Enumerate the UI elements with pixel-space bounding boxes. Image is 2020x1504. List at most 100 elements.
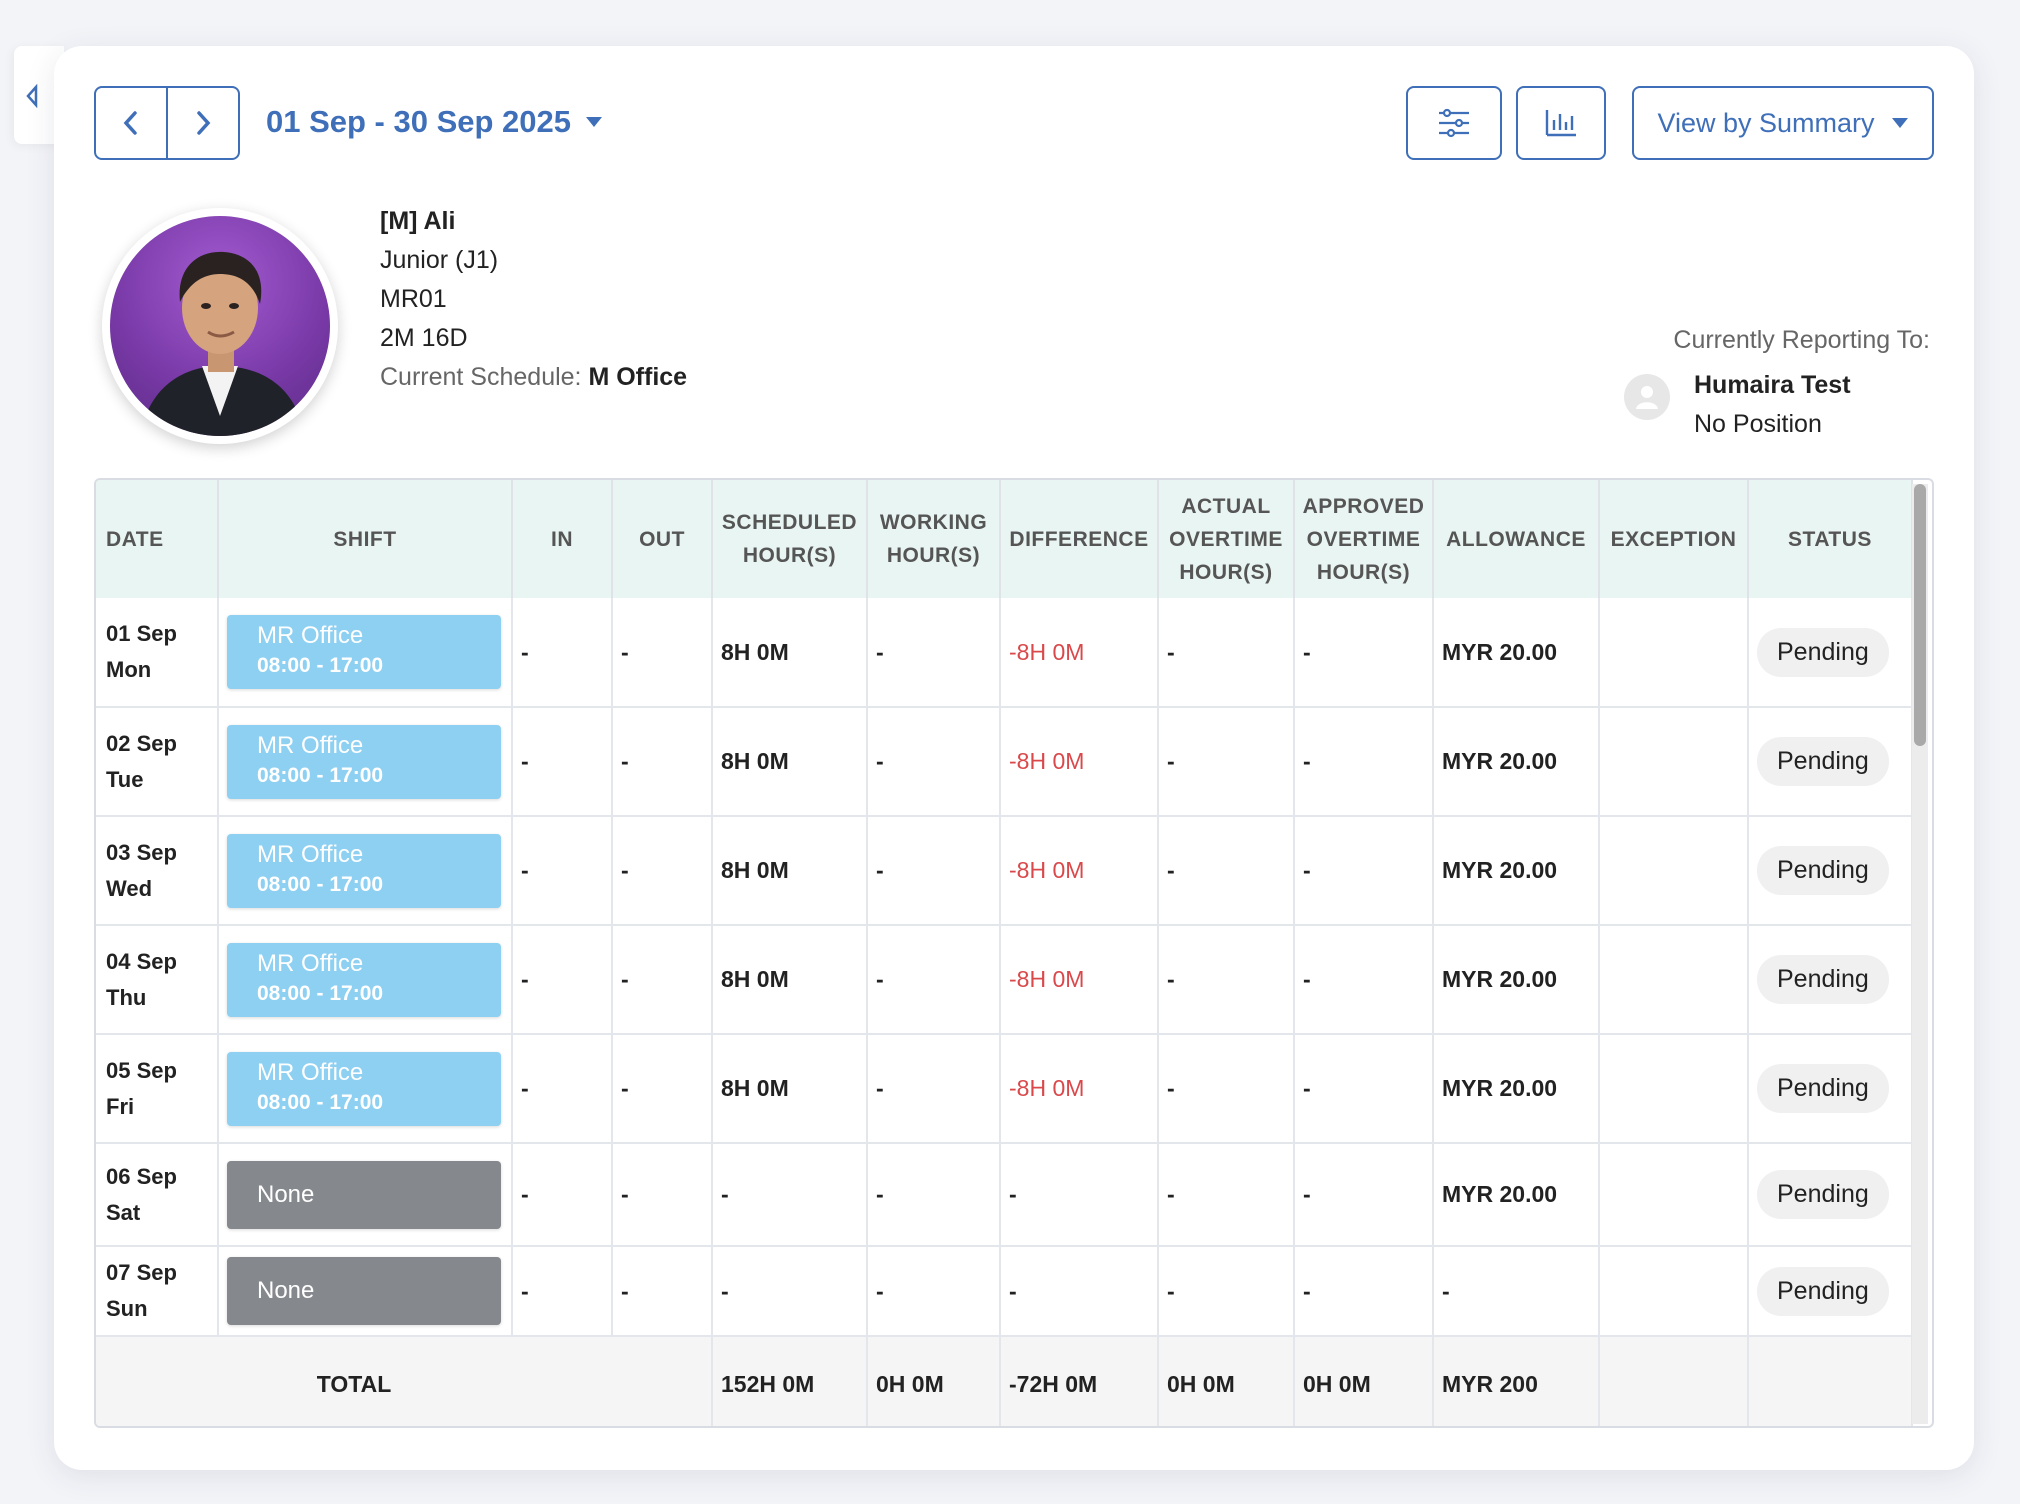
out-cell: - [612, 816, 713, 926]
shift-block[interactable]: MR Office 08:00 - 17:00 [227, 833, 501, 908]
status-badge: Pending [1757, 1064, 1889, 1113]
employee-schedule: Current Schedule: M Office [380, 358, 687, 397]
actual-ot-cell: - [1158, 1034, 1295, 1144]
table-scrollbar[interactable] [1912, 484, 1928, 1424]
status-cell: Pending [1748, 1246, 1913, 1337]
in-cell: - [512, 1143, 613, 1247]
scheduled-cell: 8H 0M [712, 816, 868, 926]
out-cell: - [612, 1143, 713, 1247]
shift-block[interactable]: MR Office 08:00 - 17:00 [227, 724, 501, 799]
total-approved-ot: 0H 0M [1294, 1336, 1434, 1426]
scheduled-cell: 8H 0M [712, 707, 868, 817]
table-row[interactable]: 06 Sep Sat None - - - - - - - MYR 20.00 P… [96, 1143, 1913, 1247]
bar-chart-icon [1545, 110, 1576, 137]
manager-position: No Position [1694, 410, 1822, 438]
employee-name: [M] Ali [380, 207, 456, 235]
exception-cell [1599, 1034, 1749, 1144]
col-scheduled-hours: SCHEDULED HOUR(S) [712, 480, 868, 598]
table-row[interactable]: 03 Sep Wed MR Office 08:00 - 17:00 - - 8H … [96, 816, 1913, 926]
date-cell: 06 Sep Sat [96, 1143, 219, 1247]
date-cell: 04 Sep Thu [96, 925, 219, 1035]
approved-ot-cell: - [1294, 816, 1434, 926]
shift-cell: MR Office 08:00 - 17:00 [218, 1034, 513, 1144]
exception-cell [1599, 1246, 1749, 1337]
difference-cell: - [1000, 1143, 1159, 1247]
attendance-table: DATE SHIFT IN OUT SCHEDULED HOUR(S) WORKI… [94, 478, 1934, 1428]
difference-cell: -8H 0M [1000, 707, 1159, 817]
status-badge: Pending [1757, 627, 1889, 677]
status-cell: Pending [1748, 1034, 1913, 1144]
filter-button[interactable] [1406, 86, 1502, 160]
status-badge: Pending [1757, 955, 1889, 1004]
table-row[interactable]: 07 Sep Sun None - - - - - - - - Pending [96, 1246, 1913, 1337]
person-photo-icon [140, 251, 305, 436]
user-placeholder-icon [1636, 386, 1658, 409]
shift-block[interactable]: MR Office 08:00 - 17:00 [227, 615, 501, 689]
out-cell: - [612, 1034, 713, 1144]
exception-cell [1599, 925, 1749, 1035]
exception-cell [1599, 1143, 1749, 1247]
shift-block[interactable]: MR Office 08:00 - 17:00 [227, 942, 501, 1017]
out-cell: - [612, 925, 713, 1035]
in-cell: - [512, 707, 613, 817]
allowance-cell: MYR 20.00 [1433, 816, 1600, 926]
col-actual-overtime: ACTUAL OVERTIME HOUR(S) [1158, 480, 1295, 598]
prev-period-button[interactable] [96, 88, 166, 158]
caret-down-icon [586, 117, 603, 127]
shift-cell: None [218, 1143, 513, 1247]
working-cell: - [867, 925, 1001, 1035]
col-exception: EXCEPTION [1599, 480, 1749, 598]
working-cell: - [867, 707, 1001, 817]
actual-ot-cell: - [1158, 707, 1295, 817]
allowance-cell: MYR 20.00 [1433, 1143, 1600, 1247]
approved-ot-cell: - [1294, 1143, 1434, 1247]
scheduled-cell: - [712, 1246, 868, 1337]
total-status [1748, 1336, 1913, 1426]
table-row[interactable]: 01 Sep Mon MR Office 08:00 - 17:00 - - 8H … [96, 598, 1913, 708]
working-cell: - [867, 1034, 1001, 1144]
table-row[interactable]: 04 Sep Thu MR Office 08:00 - 17:00 - - 8H … [96, 925, 1913, 1035]
status-badge: Pending [1757, 846, 1889, 895]
date-cell: 07 Sep Sun [96, 1246, 219, 1337]
caret-down-icon [1891, 118, 1908, 128]
col-allowance: ALLOWANCE [1433, 480, 1600, 598]
schedule-label: Current Schedule: [380, 363, 582, 391]
status-cell: Pending [1748, 707, 1913, 817]
total-working: 0H 0M [867, 1336, 1001, 1426]
table-row[interactable]: 05 Sep Fri MR Office 08:00 - 17:00 - - 8H … [96, 1034, 1913, 1144]
col-date: DATE [96, 480, 219, 598]
difference-cell: -8H 0M [1000, 1034, 1159, 1144]
shift-block[interactable]: None [227, 1160, 501, 1229]
employee-info: [M] Ali Junior (J1) MR01 2M 16D Current … [380, 202, 687, 397]
in-cell: - [512, 1034, 613, 1144]
in-cell: - [512, 925, 613, 1035]
scrollbar-thumb[interactable] [1914, 484, 1926, 746]
total-spacer [612, 1336, 713, 1426]
out-cell: - [612, 598, 713, 708]
status-cell: Pending [1748, 1143, 1913, 1247]
total-difference: -72H 0M [1000, 1336, 1159, 1426]
status-badge: Pending [1757, 737, 1889, 786]
actual-ot-cell: - [1158, 1246, 1295, 1337]
shift-block[interactable]: None [227, 1257, 501, 1325]
reporting-label: Currently Reporting To: [1673, 326, 1930, 354]
status-cell: Pending [1748, 925, 1913, 1035]
in-cell: - [512, 1246, 613, 1337]
working-cell: - [867, 816, 1001, 926]
total-exception [1599, 1336, 1749, 1426]
next-period-button[interactable] [166, 88, 238, 158]
date-range-label: 01 Sep - 30 Sep 2025 [266, 104, 572, 139]
approved-ot-cell: - [1294, 925, 1434, 1035]
table-row[interactable]: 02 Sep Tue MR Office 08:00 - 17:00 - - 8H … [96, 707, 1913, 817]
col-shift: SHIFT [218, 480, 513, 598]
chart-view-button[interactable] [1516, 86, 1606, 160]
difference-cell: - [1000, 1246, 1159, 1337]
allowance-cell: MYR 20.00 [1433, 925, 1600, 1035]
date-range-picker[interactable]: 01 Sep - 30 Sep 2025 [266, 104, 603, 140]
view-mode-label: View by Summary [1657, 107, 1875, 138]
shift-block[interactable]: MR Office 08:00 - 17:00 [227, 1051, 501, 1126]
attendance-card: 01 Sep - 30 Sep 2025 View by Summary [54, 46, 1974, 1470]
view-mode-dropdown[interactable]: View by Summary [1632, 86, 1934, 160]
scheduled-cell: 8H 0M [712, 598, 868, 708]
allowance-cell: MYR 20.00 [1433, 707, 1600, 817]
